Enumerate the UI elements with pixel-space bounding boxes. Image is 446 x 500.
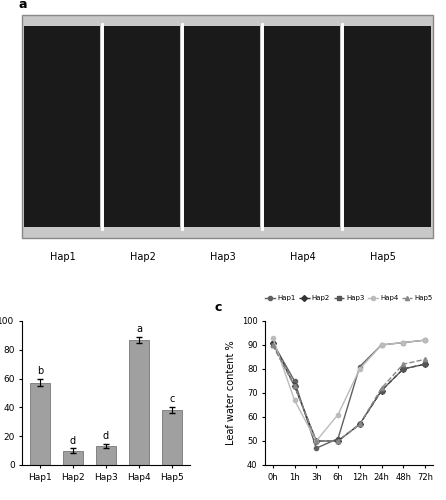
Line: Hap2: Hap2: [271, 340, 427, 443]
Hap3: [401, 366, 406, 372]
Hap2: [422, 361, 428, 367]
Line: Hap3: Hap3: [271, 343, 427, 443]
Hap4: [314, 438, 319, 444]
FancyBboxPatch shape: [264, 26, 340, 227]
Hap5: [379, 385, 384, 391]
Text: c: c: [169, 394, 175, 404]
FancyBboxPatch shape: [22, 15, 433, 238]
Text: a: a: [18, 0, 27, 10]
FancyBboxPatch shape: [344, 26, 430, 227]
Text: b: b: [37, 366, 43, 376]
Hap4: [379, 342, 384, 348]
Hap2: [401, 366, 406, 372]
Hap4: [422, 337, 428, 343]
Bar: [63, 450, 83, 465]
Hap5: [292, 383, 297, 389]
Hap3: [314, 438, 319, 444]
Hap1: [270, 340, 276, 345]
Hap4: [357, 366, 363, 372]
Hap2: [292, 383, 297, 389]
Hap1: [357, 364, 363, 370]
Text: Hap3: Hap3: [210, 252, 235, 262]
Bar: [129, 340, 149, 465]
Bar: [30, 383, 50, 465]
Text: Hap2: Hap2: [130, 252, 156, 262]
Hap5: [270, 342, 276, 348]
Hap4: [335, 412, 341, 418]
Hap1: [401, 340, 406, 345]
Hap1: [292, 378, 297, 384]
Hap2: [357, 421, 363, 427]
Hap5: [422, 356, 428, 362]
Y-axis label: Leaf water content %: Leaf water content %: [226, 340, 236, 446]
Text: Hap1: Hap1: [50, 252, 75, 262]
Hap3: [422, 361, 428, 367]
Hap2: [270, 340, 276, 345]
Text: Hap5: Hap5: [370, 252, 396, 262]
Hap3: [357, 421, 363, 427]
Hap1: [422, 337, 428, 343]
Legend: Hap1, Hap2, Hap3, Hap4, Hap5: Hap1, Hap2, Hap3, Hap4, Hap5: [262, 292, 436, 304]
Line: Hap4: Hap4: [271, 336, 427, 443]
Hap3: [335, 438, 341, 444]
Hap4: [401, 340, 406, 345]
Line: Hap1: Hap1: [271, 338, 427, 450]
Bar: [96, 446, 116, 465]
Hap4: [270, 334, 276, 340]
Hap3: [292, 383, 297, 389]
Text: c: c: [215, 300, 222, 314]
Text: a: a: [136, 324, 142, 334]
Hap5: [357, 421, 363, 427]
Line: Hap5: Hap5: [271, 343, 427, 443]
Hap2: [379, 388, 384, 394]
Hap5: [335, 438, 341, 444]
FancyBboxPatch shape: [104, 26, 180, 227]
Hap2: [314, 438, 319, 444]
Hap1: [379, 342, 384, 348]
Hap2: [335, 438, 341, 444]
Hap4: [292, 397, 297, 403]
Text: Hap4: Hap4: [289, 252, 315, 262]
Hap3: [379, 388, 384, 394]
Text: d: d: [103, 431, 109, 441]
Bar: [162, 410, 182, 465]
Hap1: [314, 445, 319, 451]
Hap5: [401, 361, 406, 367]
Hap3: [270, 342, 276, 348]
Hap1: [335, 436, 341, 442]
FancyBboxPatch shape: [25, 26, 100, 227]
Text: d: d: [70, 436, 76, 446]
Hap5: [314, 438, 319, 444]
FancyBboxPatch shape: [184, 26, 260, 227]
